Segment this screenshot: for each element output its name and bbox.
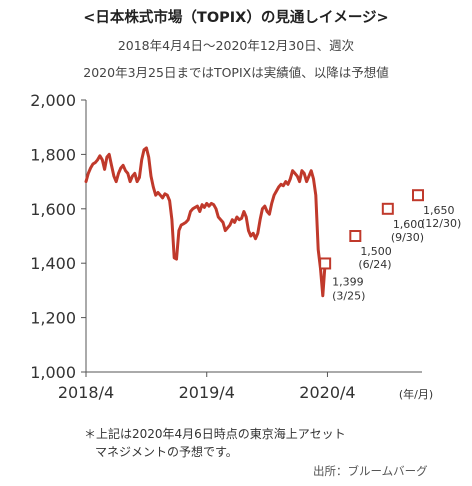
forecast-marker	[349, 230, 362, 242]
x-axis-unit-label: (年/月)	[399, 387, 433, 401]
y-tick-label: 1,000	[30, 363, 76, 382]
footnote-line-2: マネジメントの予想です。	[95, 445, 238, 459]
chart-labels: 1,000 1,200 1,400 1,600 1,800 2,000 2018/4 2019…	[30, 91, 461, 402]
y-tick-label: 1,600	[30, 200, 76, 219]
forecast-date-label: (6/24)	[358, 258, 391, 271]
forecast-marker	[319, 257, 332, 270]
forecast-date-label: (3/25)	[332, 289, 365, 302]
x-tick-label: 2019/4	[179, 383, 235, 402]
forecast-date-label: (12/30)	[421, 217, 461, 230]
footnote-line-1: ＊上記は2020年4月6日時点の東京海上アセット	[84, 427, 346, 441]
chart-subtitle-period: 2018年4月4日～2020年12月30日、週次	[117, 38, 355, 53]
y-tick-label: 1,800	[30, 145, 76, 164]
y-tick-label: 2,000	[30, 91, 76, 110]
chart-axes	[81, 99, 422, 377]
forecast-marker	[381, 202, 394, 215]
y-tick-label: 1,400	[30, 254, 76, 273]
x-tick-label: 2020/4	[299, 383, 355, 402]
forecast-value-label: 1,500	[360, 245, 392, 258]
chart-subtitle-note: 2020年3月25日まではTOPIXは実績値、以降は予想値	[83, 65, 389, 80]
x-tick-label: 2018/4	[58, 383, 114, 402]
source-note: 出所：ブルームバーグ	[313, 464, 428, 478]
y-tick-label: 1,200	[30, 309, 76, 328]
forecast-value-label: 1,600	[393, 218, 425, 231]
chart-title: <日本株式市場（TOPIX）の見通しイメージ>	[83, 10, 389, 26]
forecast-value-label: 1,650	[423, 204, 455, 217]
forecast-date-label: (9/30)	[391, 231, 424, 244]
forecast-marker	[412, 189, 424, 202]
topix-actual-line	[84, 146, 327, 298]
chart-marks	[84, 146, 424, 298]
forecast-value-label: 1,399	[332, 275, 364, 288]
